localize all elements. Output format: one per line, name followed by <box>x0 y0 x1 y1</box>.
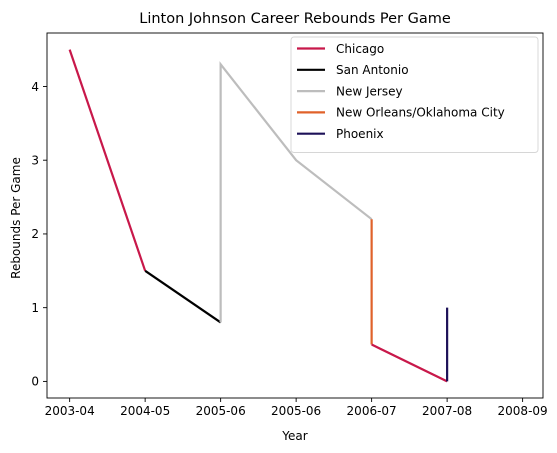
x-axis-label: Year <box>281 429 307 443</box>
x-tick-label: 2008-09 <box>498 404 548 418</box>
axes-frame <box>46 32 544 399</box>
series-line-new-jersey <box>219 61 373 323</box>
legend-label: San Antonio <box>336 63 409 77</box>
legend-label: Phoenix <box>336 127 384 141</box>
y-tick-label: 2 <box>31 227 39 241</box>
legend: Chicago San Antonio New Jersey New Orleans/… <box>290 36 539 153</box>
chart-title: Linton Johnson Career Rebounds Per Game <box>139 11 451 27</box>
y-tick-label: 3 <box>31 153 39 167</box>
series-line-san-antonio <box>144 269 222 324</box>
legend-box <box>290 36 539 153</box>
y-axis-label: Rebounds Per Game <box>9 157 23 279</box>
plot-area: 2003-04 2004-05 2005-06 2005-06 2006-07 2007-… <box>31 32 548 418</box>
y-tick-label: 1 <box>31 301 39 315</box>
x-tick-label: 2007-08 <box>422 404 472 418</box>
legend-label: Chicago <box>336 42 384 56</box>
series-line-chicago <box>371 343 448 383</box>
series-line-chicago <box>68 49 147 272</box>
legend-label: New Jersey <box>336 84 403 98</box>
x-tick-label: 2006-07 <box>347 404 397 418</box>
legend-label: New Orleans/Oklahoma City <box>336 106 505 120</box>
x-tick-label: 2005-06 <box>271 404 321 418</box>
y-tick-label: 0 <box>31 375 39 389</box>
x-tick-label: 2003-04 <box>45 404 95 418</box>
x-tick-label: 2005-06 <box>196 404 246 418</box>
y-tick-label: 4 <box>31 80 39 94</box>
x-tick-label: 2004-05 <box>120 404 170 418</box>
